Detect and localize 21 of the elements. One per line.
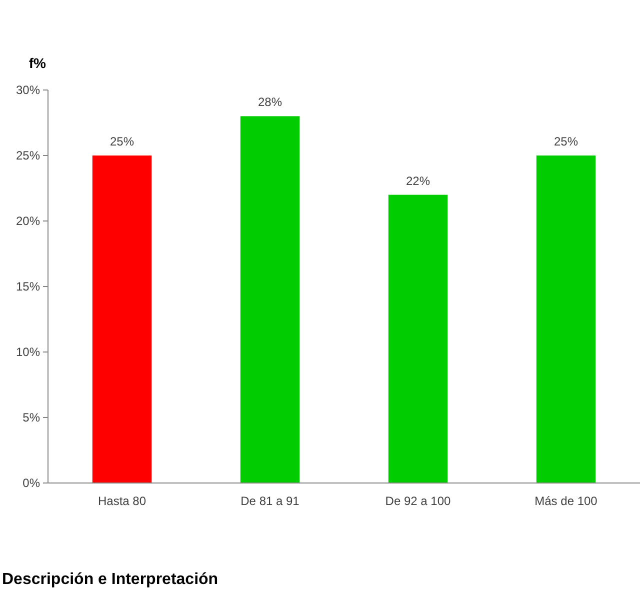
bar [92,156,152,483]
y-tick-label: 5% [22,410,40,425]
text: Descripción e Interpretación [2,571,218,588]
y-tick-label: 15% [16,280,40,294]
data-label: 25% [554,134,578,148]
y-tick-label: 0% [22,476,40,490]
bar [240,116,300,483]
x-tick-label: De 81 a 91 [240,494,300,508]
y-tick-label: 25% [16,148,40,163]
bar [388,194,448,483]
y-tick-label: 20% [16,214,40,228]
x-tick-label: Hasta 80 [98,494,146,508]
data-label: 22% [406,174,430,188]
data-label: 25% [110,134,134,148]
y-tick-label: 10% [16,345,40,360]
y-axis-title: f% [28,55,47,71]
x-tick-label: Más de 100 [534,494,598,508]
bar [536,156,596,483]
y-tick-label: 30% [16,83,40,98]
x-tick-label: De 92 a 100 [385,494,452,508]
data-label: 28% [258,95,282,110]
